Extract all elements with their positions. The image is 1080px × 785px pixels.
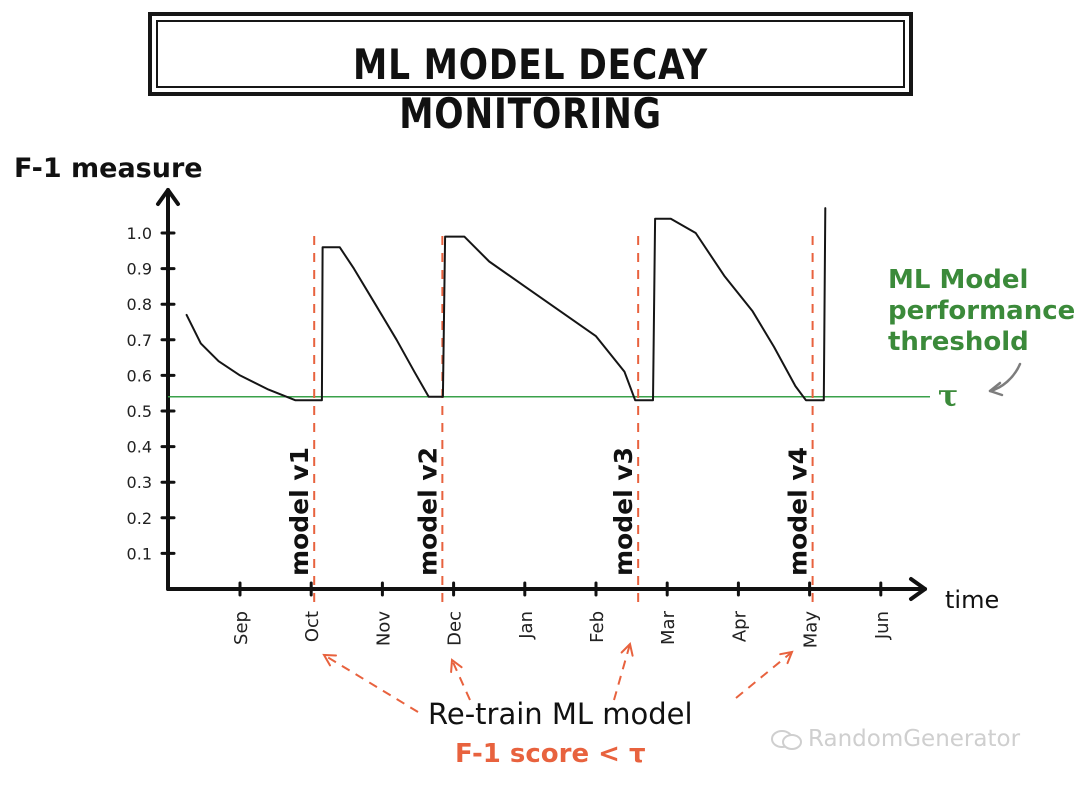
x-tick-label: Oct [302, 611, 323, 642]
model-version-label: model v3 [609, 447, 638, 576]
retrain-markers: model v1 model v2 model v3 model v4 [285, 236, 814, 606]
x-tick-label: Sep [231, 611, 252, 645]
condition-label: F-1 score < τ [455, 739, 646, 769]
threshold-label-line: performance [888, 296, 1075, 326]
y-tick-label: 0.9 [127, 260, 152, 279]
y-tick-label: 1.0 [127, 224, 152, 243]
retrain-arrowhead [322, 653, 337, 667]
model-version-label: model v1 [285, 447, 314, 576]
y-tick-label: 0.8 [127, 295, 152, 314]
y-tick-label: 0.1 [127, 544, 152, 563]
tau-symbol: τ [938, 379, 958, 414]
watermark: RandomGenerator [770, 726, 1020, 752]
y-tick-label: 0.7 [127, 331, 152, 350]
model-version-label: model v4 [784, 447, 813, 576]
x-tick-label: Jun [872, 611, 893, 640]
x-tick-label: Apr [729, 610, 750, 642]
y-axis-label: F-1 measure [14, 153, 203, 184]
title-box: ML MODEL DECAY MONITORING [148, 12, 913, 138]
watermark-text: RandomGenerator [808, 726, 1021, 752]
y-tick-label: 0.5 [127, 402, 152, 421]
x-axis-label: time [945, 586, 999, 614]
y-tick-label: 0.2 [127, 509, 152, 528]
x-tick-label: May [801, 611, 822, 649]
x-tick-label: Jan [516, 611, 537, 640]
series-line [185, 207, 827, 402]
tick-labels: 0.1 0.2 0.3 0.4 0.5 0.6 0.7 0.8 0.9 1.0 Sep Oct Nov D… [127, 224, 893, 648]
retrain-arrowhead [779, 650, 794, 665]
x-axis-arrow [909, 577, 927, 601]
retrain-arrow [613, 643, 631, 701]
x-tick-label: Feb [587, 611, 608, 643]
y-tick-label: 0.4 [127, 438, 152, 457]
y-axis-arrow [156, 188, 180, 206]
series-group [185, 207, 827, 402]
x-tick-label: Mar [658, 610, 679, 645]
retrain-arrowhead [450, 658, 463, 673]
x-tick-label: Nov [373, 611, 394, 646]
axes: F-1 measure time [14, 153, 999, 614]
chat-bubbles-icon [771, 729, 802, 750]
threshold-label-line: ML Model [888, 265, 1028, 295]
model-version-label: model v2 [413, 447, 442, 576]
threshold-label-line: threshold [888, 327, 1029, 357]
y-tick-label: 0.3 [127, 473, 152, 492]
retrain-label: Re-train ML model [428, 697, 693, 731]
retrain-arrow [735, 651, 793, 699]
y-tick-label: 0.6 [127, 366, 152, 385]
threshold-pointer-arrowhead [988, 381, 1004, 397]
retrain-arrow [323, 654, 419, 713]
retrain-arrow [451, 659, 471, 701]
retrain-arrowhead [620, 641, 634, 657]
x-tick-label: Dec [445, 611, 466, 646]
